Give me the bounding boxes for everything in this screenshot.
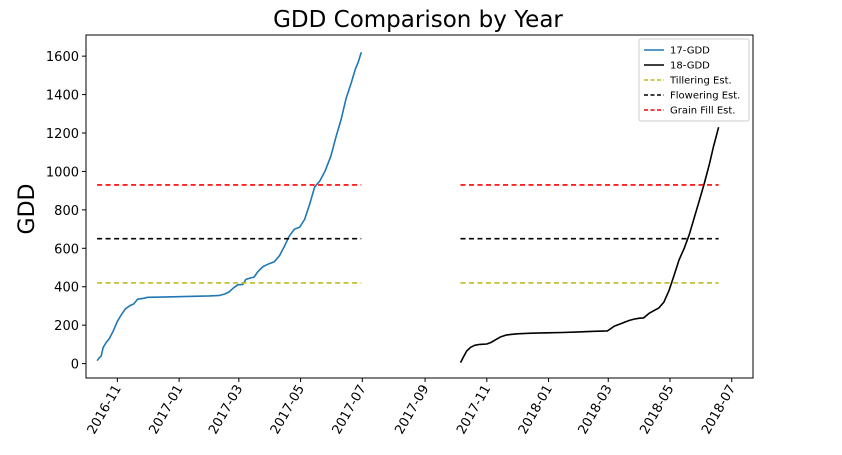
legend-label: Flowering Est.: [670, 91, 740, 102]
series-line-18-gdd: [459, 126, 720, 363]
y-axis-label: GDD: [15, 184, 40, 235]
y-tick-label: 1600: [46, 50, 79, 65]
x-tick-label: 2017-07: [330, 383, 370, 438]
legend-label: Grain Fill Est.: [670, 106, 735, 117]
plot-area: [96, 52, 720, 363]
y-tick-label: 1200: [46, 127, 79, 142]
y-tick-label: 0: [71, 358, 79, 373]
x-tick-label: 2017-11: [454, 382, 494, 437]
x-tick-label: 2017-09: [392, 383, 432, 438]
x-tick-label: 2017-03: [206, 383, 246, 438]
y-tick-label: 400: [54, 281, 79, 296]
legend-label: 17-GDD: [670, 46, 710, 57]
chart-title: GDD Comparison by Year: [273, 7, 563, 33]
x-tick-label: 2018-07: [699, 383, 739, 438]
series-line-17-gdd: [96, 52, 363, 362]
y-tick-label: 800: [54, 204, 79, 219]
y-tick-label: 1400: [46, 89, 79, 104]
x-tick-label: 2017-05: [268, 383, 308, 438]
x-tick-label: 2018-03: [576, 383, 616, 438]
y-tick-label: 1000: [46, 165, 79, 180]
y-tick-label: 600: [54, 242, 79, 257]
plot-frame: [85, 34, 754, 379]
x-tick-label: 2017-01: [146, 383, 186, 438]
legend-box: [638, 38, 750, 122]
x-tick-label: 2018-05: [637, 383, 677, 438]
legend-label: Tillering Est.: [669, 76, 732, 87]
x-tick-label: 2018-01: [516, 383, 556, 438]
y-tick-label: 200: [54, 319, 79, 334]
legend: 17-GDD 18-GDD Tillering Est. Flowering Est.…: [638, 38, 750, 122]
axis-ticks: 0 200 400 600 800 1000 1200 1400 1600 2016-11 2017…: [46, 50, 739, 437]
x-tick-label: 2016-11: [85, 383, 125, 438]
legend-label: 18-GDD: [670, 61, 710, 72]
